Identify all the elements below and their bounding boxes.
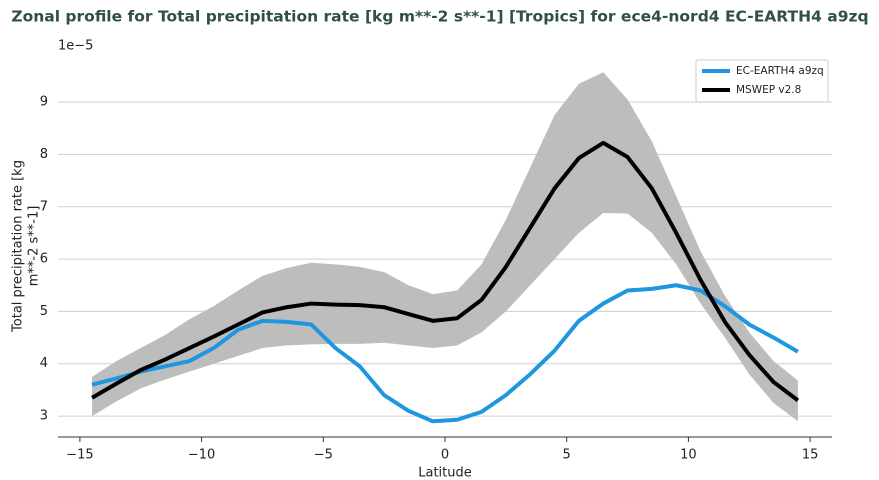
x-tick-label: 15 — [802, 448, 819, 463]
legend-label: EC-EARTH4 a9zq — [736, 65, 824, 77]
x-axis-label: Latitude — [418, 466, 472, 480]
spread-band — [92, 72, 798, 422]
x-tick-label: −10 — [188, 448, 215, 463]
x-tick-label: −15 — [66, 448, 93, 463]
y-tick-label: 6 — [40, 252, 48, 267]
series-line — [91, 283, 799, 424]
y-axis-label: Total precipitation rate [kg — [11, 160, 26, 333]
chart-title: Zonal profile for Total precipitation ra… — [11, 8, 868, 26]
y-tick-label: 4 — [40, 356, 48, 371]
y-offset-label: 1e−5 — [58, 39, 93, 54]
x-tick-label: 10 — [680, 448, 697, 463]
x-tick-label: 5 — [563, 448, 571, 463]
y-tick-label: 8 — [40, 147, 48, 162]
y-tick-label: 3 — [40, 409, 48, 424]
y-tick-label: 5 — [40, 304, 48, 319]
legend-label: MSWEP v2.8 — [736, 84, 801, 96]
series-line — [91, 140, 800, 402]
y-tick-label: 7 — [40, 199, 48, 214]
x-tick-label: 0 — [441, 448, 449, 463]
y-axis-label: m**-2 s**-1] — [27, 206, 42, 287]
x-tick-label: −5 — [314, 448, 333, 463]
y-tick-label: 9 — [40, 95, 48, 110]
